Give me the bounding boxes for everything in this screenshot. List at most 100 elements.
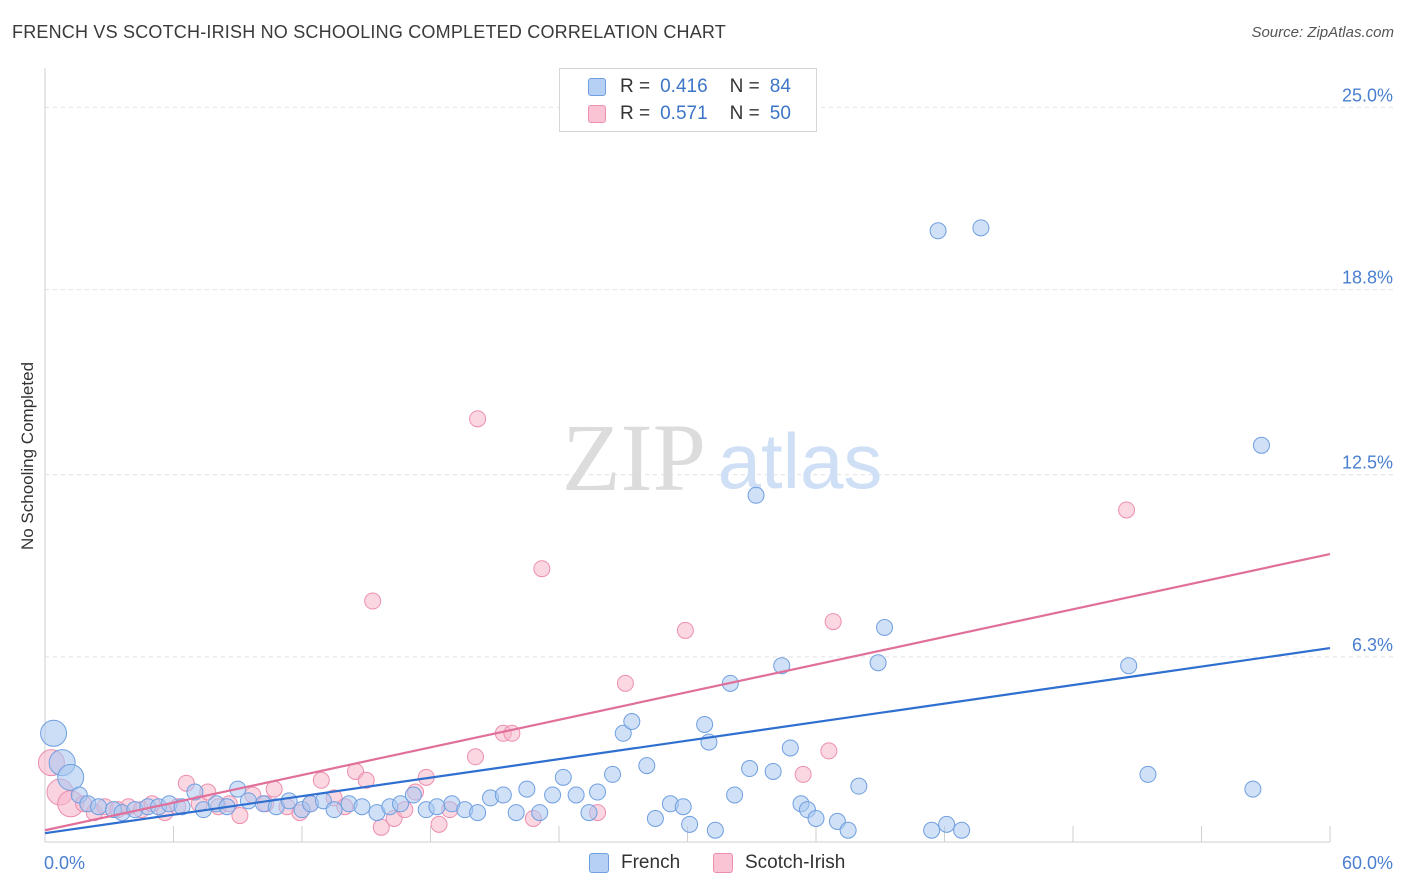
legend-scotch-r: 0.571 (660, 103, 708, 124)
watermark: ZIP atlas (562, 404, 882, 511)
french-point (428, 798, 446, 816)
legend-french-r: 0.416 (660, 76, 708, 97)
french-point (404, 786, 422, 804)
scotch-irish-point (364, 592, 382, 610)
scotch-irish-point (357, 771, 375, 789)
french-point (923, 821, 941, 839)
french-point (972, 219, 990, 237)
legend-n-label: N = (729, 103, 760, 124)
bottom-swatch-scotch-irish (713, 853, 733, 873)
french-point (580, 804, 598, 822)
french-point (1120, 657, 1138, 675)
y-tick-label: 25.0% (1342, 85, 1393, 105)
french-point (706, 821, 724, 839)
french-point (807, 809, 825, 827)
french-point (696, 715, 714, 733)
y-tick-label: 18.8% (1342, 268, 1393, 288)
bottom-legend-french: French (589, 852, 680, 874)
french-point (674, 798, 692, 816)
french-point (567, 786, 585, 804)
bottom-legend-label-french: French (621, 852, 681, 873)
french-point (40, 719, 68, 747)
french-point (646, 809, 664, 827)
x-tick-label: 0.0% (44, 853, 85, 873)
french-point (57, 763, 85, 791)
scotch-irish-point (1118, 501, 1136, 519)
bottom-legend-label-scotch-irish: Scotch-Irish (745, 852, 846, 873)
watermark-zip: ZIP (562, 404, 706, 511)
legend-swatch-scotch-irish (588, 105, 606, 123)
scotch-irish-point (824, 613, 842, 631)
axes (44, 68, 1331, 843)
legend-scotch-n: 50 (769, 103, 791, 124)
french-point (469, 804, 487, 822)
french-point (507, 804, 525, 822)
scotch-irish-point (430, 815, 448, 833)
french-point (938, 815, 956, 833)
french-trend-line (44, 646, 1331, 835)
french-point (781, 739, 799, 757)
x-tick-label: 60.0% (1342, 853, 1393, 873)
french-point (239, 792, 257, 810)
french-point (614, 724, 632, 742)
scotch-irish-trend-line (44, 552, 1331, 832)
french-point (726, 786, 744, 804)
french-point (638, 757, 656, 775)
french-point (681, 815, 699, 833)
legend-r-label: R = (620, 76, 651, 97)
french-point (1244, 780, 1262, 798)
chart-title: FRENCH VS SCOTCH-IRISH NO SCHOOLING COMP… (12, 22, 727, 42)
legend-row-french: R = 0.416 N = 84 (588, 75, 791, 99)
french-point (869, 654, 887, 672)
scotch-irish-point (533, 560, 551, 578)
scotch-irish-point (312, 771, 330, 789)
french-point (876, 618, 894, 636)
french-point (325, 801, 343, 819)
y-tick-label: 6.3% (1352, 635, 1393, 655)
y-tick-label: 12.5% (1342, 453, 1393, 473)
legend-french-n: 84 (769, 76, 791, 97)
grid-lines (45, 106, 1395, 658)
french-point (850, 777, 868, 795)
french-point (773, 657, 791, 675)
french-point (494, 786, 512, 804)
legend-swatch-french (588, 78, 606, 96)
scotch-irish-point (265, 780, 283, 798)
watermark-atlas: atlas (718, 417, 883, 505)
french-point (839, 821, 857, 839)
legend-n-label: N = (729, 76, 760, 97)
scotch-irish-point (820, 742, 838, 760)
french-point (353, 798, 371, 816)
scotch-irish-point (469, 410, 487, 428)
legend-r-label: R = (620, 103, 651, 124)
scotch-irish-point (676, 621, 694, 639)
french-point (518, 780, 536, 798)
french-point (544, 786, 562, 804)
scotch-irish-point (794, 765, 812, 783)
source-label: Source: ZipAtlas.com (1251, 24, 1394, 41)
french-point (623, 713, 641, 731)
scotch-irish-point (231, 807, 249, 825)
french-point (1252, 436, 1270, 454)
bottom-legend-scotch-irish: Scotch-Irish (713, 852, 845, 874)
french-point (90, 798, 108, 816)
french-point (953, 821, 971, 839)
bottom-swatch-french (589, 853, 609, 873)
french-point (764, 762, 782, 780)
french-point (741, 760, 759, 778)
french-point (531, 804, 549, 822)
french-point (589, 783, 607, 801)
french-point (747, 486, 765, 504)
french-point (604, 765, 622, 783)
legend: R = 0.416 N = 84 R = 0.571 N = 50 (559, 68, 817, 132)
french-point (392, 795, 410, 813)
trend-lines (44, 552, 1331, 835)
scotch-irish-point (466, 748, 484, 766)
french-point (554, 768, 572, 786)
series-french-points (40, 219, 1270, 839)
french-point (929, 222, 947, 240)
scotch-irish-point (616, 674, 634, 692)
french-point (1139, 765, 1157, 783)
legend-row-scotch-irish: R = 0.571 N = 50 (588, 102, 791, 126)
